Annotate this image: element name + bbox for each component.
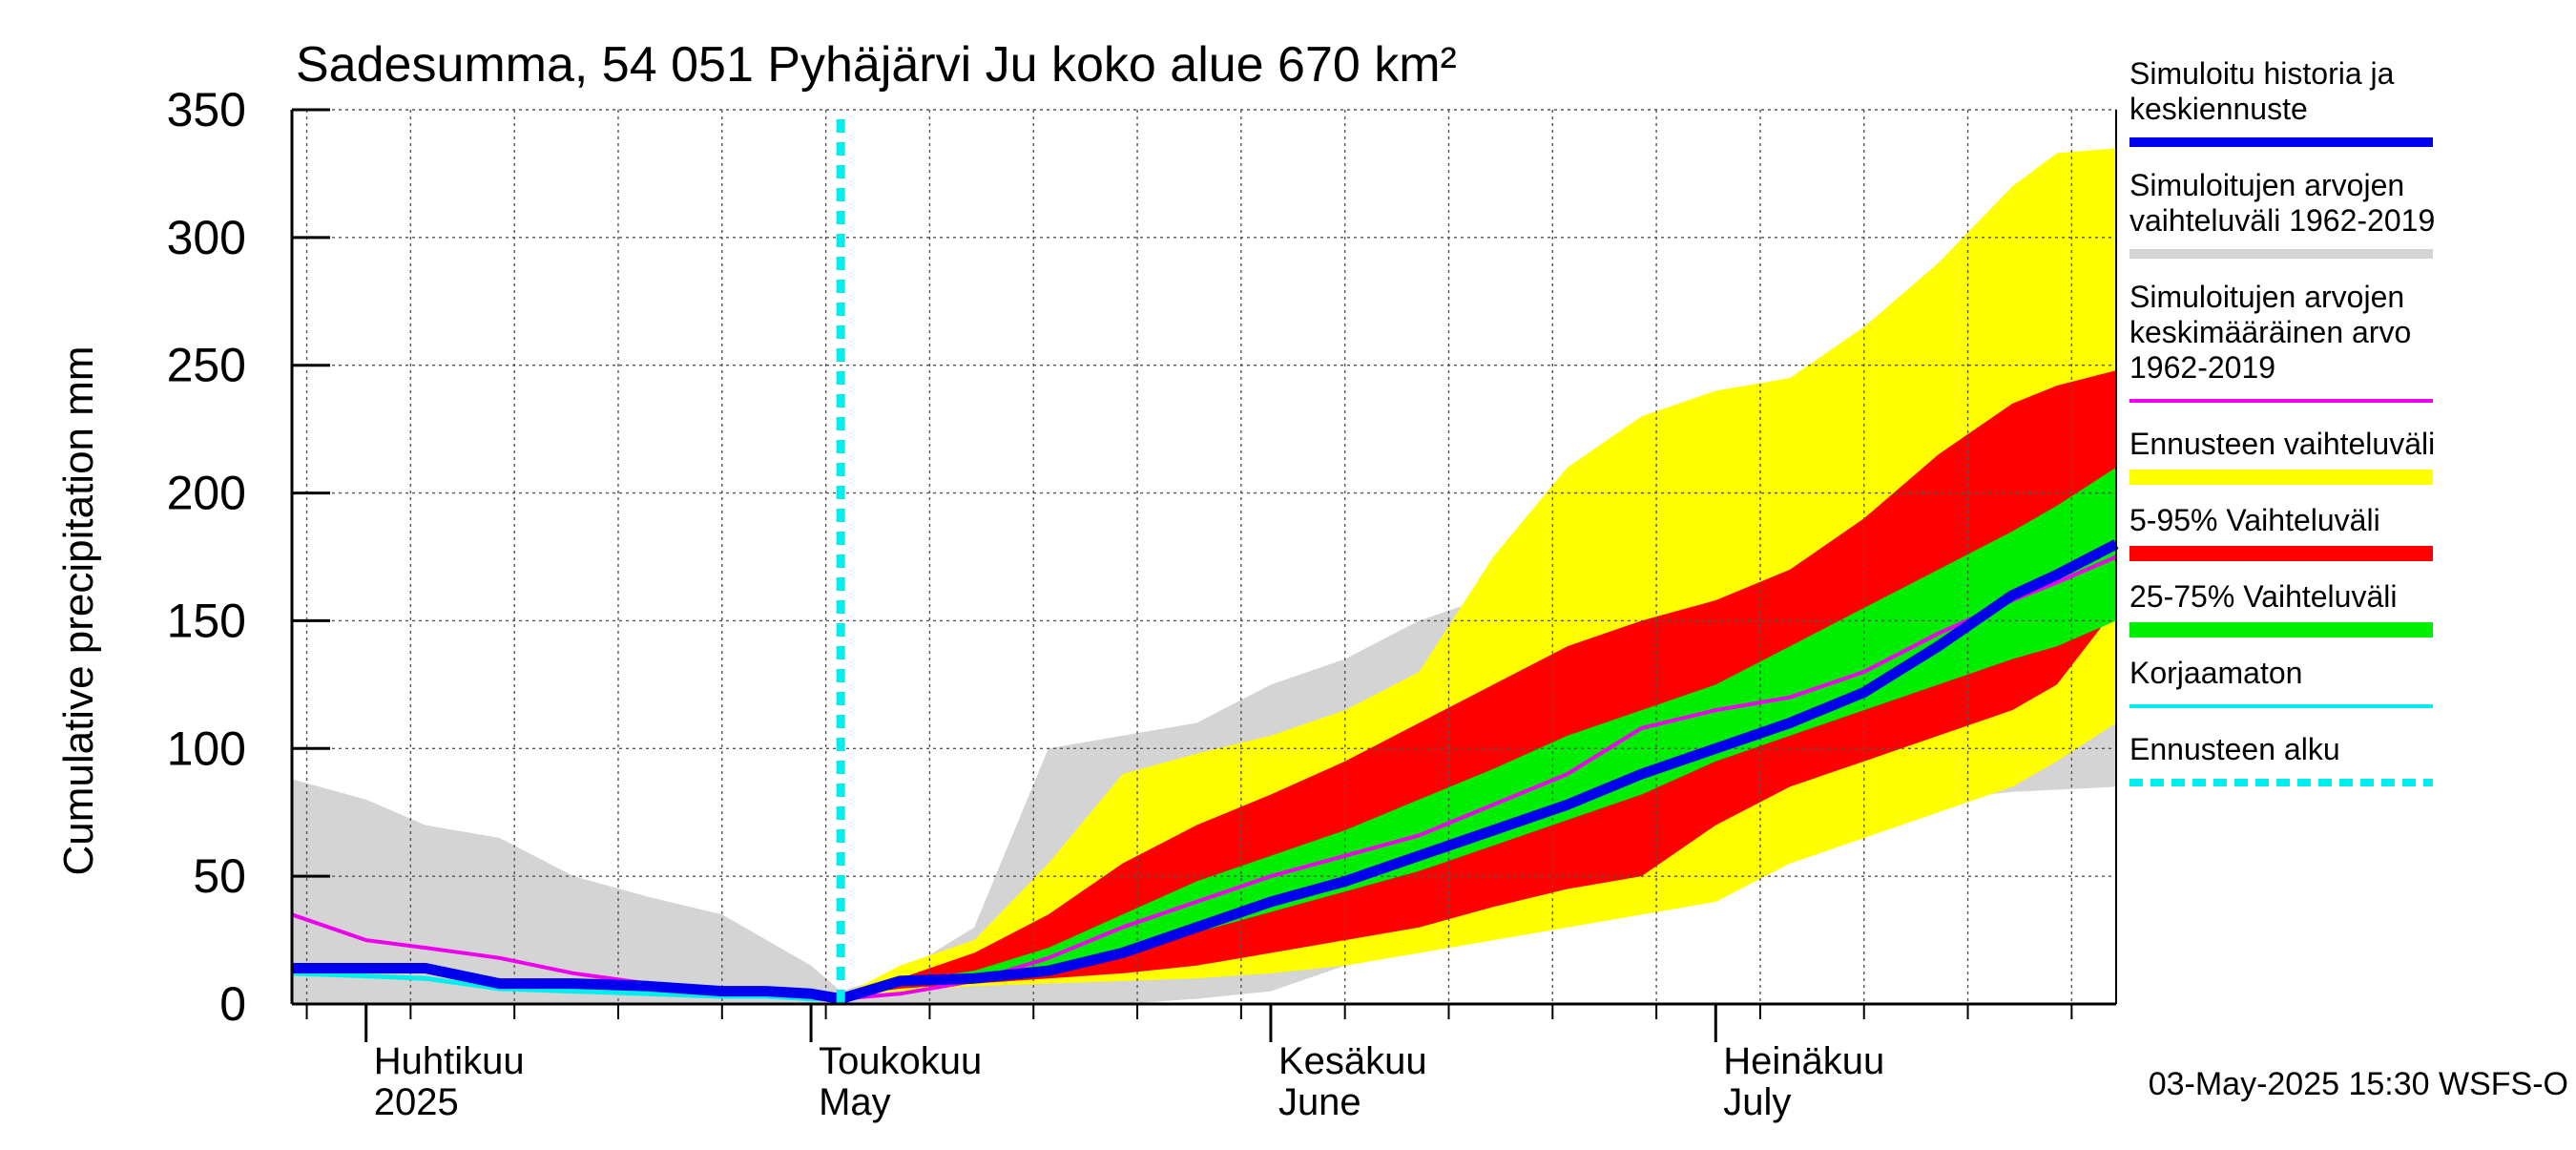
legend-label: 1962-2019 xyxy=(2129,350,2275,385)
legend-label: 25-75% Vaihteluväli xyxy=(2129,579,2397,614)
x-tick-label: Heinäkuu xyxy=(1723,1040,1884,1082)
y-tick-label: 150 xyxy=(167,594,246,647)
legend-label: 5-95% Vaihteluväli xyxy=(2129,503,2380,537)
legend-item-forecast-start: Ennusteen alku xyxy=(2129,732,2433,786)
legend-item-forecast-range: Ennusteen vaihteluväli xyxy=(2129,427,2435,485)
legend-label: Simuloitu historia ja xyxy=(2129,56,2395,91)
y-tick-label: 250 xyxy=(167,339,246,392)
legend-label: Ennusteen vaihteluväli xyxy=(2129,427,2435,461)
x-tick-label: May xyxy=(819,1081,891,1123)
legend-label: keskiennuste xyxy=(2129,92,2308,126)
y-tick-label: 50 xyxy=(193,849,246,903)
legend-label: Ennusteen alku xyxy=(2129,732,2340,766)
y-tick-label: 100 xyxy=(167,721,246,775)
x-tick-label: Toukokuu xyxy=(819,1040,982,1082)
x-tick-label: Kesäkuu xyxy=(1278,1040,1427,1082)
legend-label: Simuloitujen arvojen xyxy=(2129,168,2404,202)
legend-label: Simuloitujen arvojen xyxy=(2129,280,2404,314)
timestamp: 03-May-2025 15:30 WSFS-O xyxy=(2149,1066,2568,1102)
legend-label: Korjaamaton xyxy=(2129,656,2302,690)
legend-item-range-5-95: 5-95% Vaihteluväli xyxy=(2129,503,2433,561)
y-tick-label: 200 xyxy=(167,467,246,520)
legend-label: vaihteluväli 1962-2019 xyxy=(2129,203,2435,238)
band-forecast-range xyxy=(841,148,2117,996)
legend: Simuloitu historia jakeskiennusteSimuloi… xyxy=(2129,56,2435,786)
y-tick-label: 350 xyxy=(167,83,246,136)
y-axis-label: Cumulative precipitation mm xyxy=(55,345,102,875)
series-history-median xyxy=(292,539,2119,1005)
x-tick-label: July xyxy=(1723,1081,1791,1123)
y-tick-label: 0 xyxy=(219,977,246,1031)
y-tick-label: 300 xyxy=(167,211,246,264)
grid xyxy=(292,109,2116,1004)
legend-item-range-25-75: 25-75% Vaihteluväli xyxy=(2129,579,2433,638)
legend-label: keskimääräinen arvo xyxy=(2129,315,2411,349)
x-tick-label: 2025 xyxy=(374,1081,459,1123)
chart-title: Sadesumma, 54 051 Pyhäjärvi Ju koko alue… xyxy=(296,37,1457,93)
x-tick-label: June xyxy=(1278,1081,1361,1123)
x-tick-label: Huhtikuu xyxy=(374,1040,525,1082)
legend-item-uncorrected: Korjaamaton xyxy=(2129,656,2433,708)
series-sim-mean xyxy=(291,554,2117,1001)
